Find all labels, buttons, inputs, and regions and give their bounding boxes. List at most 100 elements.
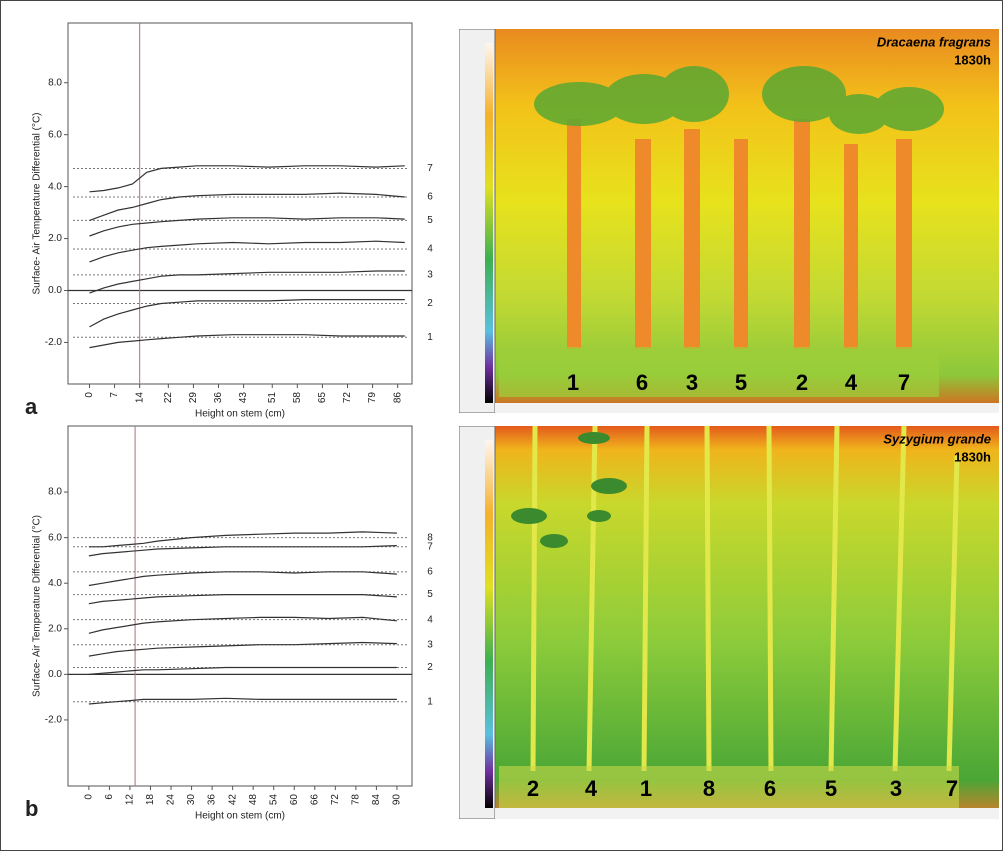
plant-label: 6 [636, 370, 648, 395]
x-tick-label: 72 [330, 794, 341, 806]
series-label: 1 [427, 696, 433, 707]
x-tick-label: 22 [163, 392, 174, 404]
series-label: 8 [427, 532, 433, 543]
thermal-image-a: Dracaena fragrans 1830h 1 6 3 5 2 4 7 [459, 29, 999, 413]
x-tick-label: 24 [166, 794, 177, 806]
series-label: 7 [427, 541, 433, 552]
series-label: 4 [427, 244, 433, 255]
series-line [88, 545, 397, 557]
y-tick-label: -2.0 [45, 715, 63, 726]
y-tick-label: 2.0 [48, 233, 62, 244]
x-tick-label: 14 [134, 392, 145, 404]
species: Dracaena fragrans [877, 34, 991, 49]
x-tick-label: 65 [317, 392, 328, 404]
series-line [88, 641, 397, 657]
plant-label: 2 [796, 370, 808, 395]
series-label: 3 [427, 639, 433, 650]
x-tick-label: 78 [351, 794, 362, 806]
plant-label: 8 [703, 776, 715, 801]
y-tick-label: 0.0 [48, 285, 62, 296]
thermal-scene: Dracaena fragrans 1830h 1 6 3 5 2 4 7 [459, 29, 999, 413]
x-tick-label: 58 [292, 392, 303, 404]
foliage [511, 432, 627, 548]
y-tick-label: 4.0 [48, 181, 62, 192]
status-bar [495, 808, 999, 819]
x-tick-label: 54 [268, 794, 279, 806]
panel-label: b [25, 796, 38, 821]
y-axis-title: Surface- Air Temperature Differential (°… [32, 112, 43, 294]
series-line [89, 165, 405, 193]
x-tick-label: 29 [188, 392, 199, 404]
plant-label: 1 [640, 776, 652, 801]
plant-labels: 2 4 1 8 6 5 3 7 [527, 776, 958, 801]
y-tick-label: 4.0 [48, 578, 62, 589]
series-line [88, 697, 397, 705]
plant-label: 4 [845, 370, 858, 395]
series-line [88, 531, 397, 548]
species: Syzygium grande [883, 431, 991, 446]
plant-label: 7 [898, 370, 910, 395]
y-tick-label: 2.0 [48, 623, 62, 634]
series-label: 1 [427, 332, 433, 343]
stems [530, 426, 960, 772]
series-label: 6 [427, 192, 433, 203]
series-line [89, 240, 405, 263]
plant-label: 3 [890, 776, 902, 801]
plot-frame [67, 425, 413, 787]
series-line [88, 593, 397, 605]
x-tick-label: 48 [248, 794, 259, 806]
series-line [89, 217, 405, 237]
colorbar-gradient [485, 440, 493, 808]
y-axis-title: Surface- Air Temperature Differential (°… [32, 515, 43, 697]
x-tick-label: 0 [84, 392, 95, 398]
x-tick-label: 0 [84, 794, 95, 800]
series-label: 2 [427, 662, 433, 673]
plant-label: 3 [686, 370, 698, 395]
x-tick-label: 36 [207, 794, 218, 806]
pots [499, 347, 939, 397]
series-label: 3 [427, 270, 433, 281]
x-tick-label: 12 [125, 794, 136, 806]
series-line [89, 299, 405, 328]
foliage [534, 66, 944, 134]
x-tick-label: 43 [238, 392, 249, 404]
x-tick-label: 60 [289, 794, 300, 806]
x-tick-label: 51 [267, 392, 278, 404]
x-tick-label: 86 [392, 392, 403, 404]
x-tick-label: 6 [104, 794, 115, 800]
series-line [88, 666, 397, 675]
series-label: 7 [427, 163, 433, 174]
plant-label: 1 [567, 370, 579, 395]
y-tick-label: 6.0 [48, 532, 62, 543]
charts: -2.00.02.04.06.08.00 7 14 22 29 36 43 51 58 65 72 7… [25, 22, 433, 822]
pots [499, 766, 959, 808]
plant-label: 7 [946, 776, 958, 801]
series-label: 6 [427, 566, 433, 577]
x-tick-label: 79 [367, 392, 378, 404]
series-line [88, 571, 397, 587]
x-tick-label: 66 [309, 794, 320, 806]
colorbar-gradient [485, 43, 493, 403]
x-tick-label: 42 [227, 794, 238, 806]
x-axis-title: Height on stem (cm) [195, 811, 285, 822]
plant-label: 2 [527, 776, 539, 801]
x-tick-label: 72 [342, 392, 353, 404]
y-tick-label: 8.0 [48, 77, 62, 88]
series-line [88, 616, 397, 634]
x-tick-label: 7 [109, 392, 120, 398]
thermal-scene: Syzygium grande 1830h 2 4 1 8 6 5 3 7 [459, 426, 999, 819]
series-line [89, 192, 405, 221]
plant-label: 4 [585, 776, 598, 801]
series-line [89, 270, 405, 294]
series-label: 4 [427, 614, 433, 625]
plant-labels: 1 6 3 5 2 4 7 [567, 370, 910, 395]
y-tick-label: 0.0 [48, 669, 62, 680]
x-tick-label: 30 [186, 794, 197, 806]
y-tick-label: 8.0 [48, 487, 62, 498]
y-tick-label: 6.0 [48, 129, 62, 140]
x-tick-label: 84 [371, 794, 382, 806]
time: 1830h [954, 52, 991, 67]
plant-label: 6 [764, 776, 776, 801]
time: 1830h [954, 449, 991, 464]
